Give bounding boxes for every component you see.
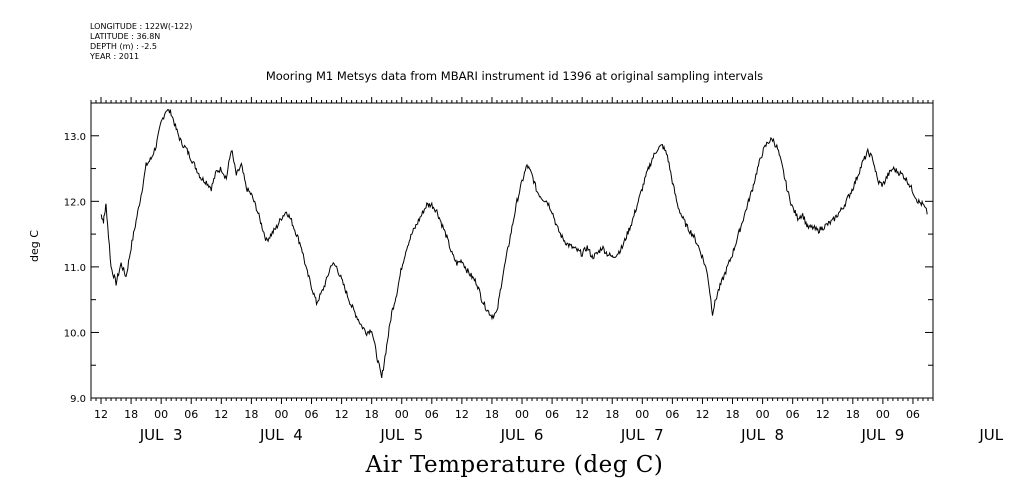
x-tick-label: 00: [274, 408, 288, 421]
x-tick-label: 00: [876, 408, 890, 421]
y-tick-label: 13.0: [64, 132, 86, 143]
x-tick-label: 06: [305, 408, 319, 421]
y-tick-label: 12.0: [64, 197, 86, 208]
x-tick-label: 00: [635, 408, 649, 421]
date-label: JUL 7: [620, 426, 664, 444]
x-tick-label: 18: [124, 408, 138, 421]
latitude-text: LATITUDE : 36.8N: [90, 32, 161, 41]
metadata-block: LONGITUDE : 122W(-122) LATITUDE : 36.8N …: [90, 22, 192, 62]
date-label: JUL 10: [978, 426, 1009, 444]
x-tick-label: 06: [184, 408, 198, 421]
y-tick-label: 10.0: [64, 328, 86, 339]
y-tick-label: 9.0: [70, 394, 86, 405]
depth-text: DEPTH (m) : -2.5: [90, 42, 157, 51]
x-tick-label: 18: [485, 408, 499, 421]
x-tick-label: 00: [154, 408, 168, 421]
x-tick-label: 18: [244, 408, 258, 421]
x-tick-label: 18: [846, 408, 860, 421]
x-tick-label: 18: [365, 408, 379, 421]
x-tick-label: 12: [214, 408, 228, 421]
date-label: JUL 5: [379, 426, 423, 444]
x-tick-label: 06: [665, 408, 679, 421]
plot-frame: [90, 102, 934, 399]
x-tick-label: 00: [395, 408, 409, 421]
x-tick-label: 12: [335, 408, 349, 421]
series-line-air-temperature: [100, 109, 928, 378]
x-tick-label: 06: [906, 408, 920, 421]
chart-title: Mooring M1 Metsys data from MBARI instru…: [265, 69, 764, 83]
x-tick-label: 12: [575, 408, 589, 421]
x-tick-label: 00: [515, 408, 529, 421]
y-tick-label: 11.0: [64, 263, 86, 274]
date-label: JUL 3: [139, 426, 183, 444]
x-tick-label: 06: [786, 408, 800, 421]
year-text: YEAR : 2011: [90, 52, 140, 61]
x-tick-label: 12: [455, 408, 469, 421]
x-tick-label: 06: [425, 408, 439, 421]
longitude-text: LONGITUDE : 122W(-122): [90, 22, 193, 31]
x-tick-label: 00: [756, 408, 770, 421]
chart-subtitle: Air Temperature (deg C): [365, 452, 664, 478]
x-tick-label: 12: [695, 408, 709, 421]
x-tick-label: 12: [816, 408, 830, 421]
date-label: JUL 9: [860, 426, 904, 444]
x-tick-label: 18: [605, 408, 619, 421]
x-tick-label: 06: [545, 408, 559, 421]
date-label: JUL 4: [259, 426, 303, 444]
x-tick-label: 12: [94, 408, 108, 421]
date-label: JUL 8: [740, 426, 784, 444]
date-label: JUL 6: [500, 426, 544, 444]
x-tick-label: 18: [726, 408, 740, 421]
